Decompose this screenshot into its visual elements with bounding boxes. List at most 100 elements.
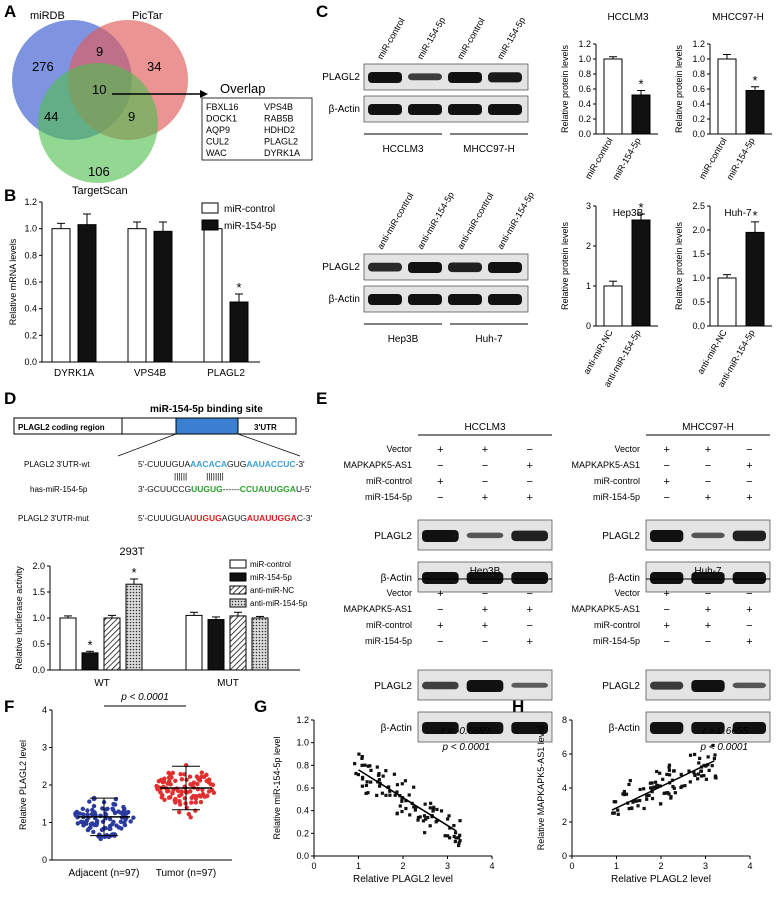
condition-label: miR-154-5p [593,636,640,646]
chart-f: 0 1 2 3 4 Relative PLAGL2 level Adjacent (n=97… [18,692,232,879]
data-point [91,829,96,835]
y-tick-label: 1.0 [32,613,45,623]
condition-sign: + [663,444,669,456]
condition-sign: + [437,588,443,600]
data-point [458,833,462,837]
data-point [642,806,646,811]
data-point [443,834,447,838]
data-point [448,836,452,840]
condition-sign: + [437,476,443,488]
y-tick-label: 0.5 [692,297,705,307]
data-point [199,770,204,775]
data-point [128,819,133,824]
overlap-gene: RAB5B [264,114,294,124]
western-e: HCCLM3 Vector + + − MAPKAPK5-AS1 − − + miR-contro… [343,422,771,743]
band [368,294,402,305]
data-point [404,806,408,811]
data-point [453,831,458,835]
y-tick-label: 0 [42,855,47,865]
bar [251,617,269,671]
data-point [159,795,164,800]
data-point [77,811,82,816]
data-point [434,820,438,824]
y-tick-label: 0.8 [578,69,591,79]
data-point [712,756,717,761]
data-point [418,815,422,819]
condition-sign: − [437,460,443,472]
venn-label-targetscan: TargetScan [72,185,128,197]
blot-row-label: β-Actin [329,104,360,115]
condition-sign: + [482,492,488,504]
venn-count: 9 [96,44,103,59]
blot-row-label: PLAGL2 [374,681,412,692]
sequence-segment: UUGUG [191,484,223,494]
condition-label: miR-154-5p [365,492,412,502]
data-point [408,813,412,817]
data-point [155,784,161,790]
data-point [353,762,357,766]
data-point [667,763,672,767]
data-point [366,791,370,795]
significance-star: * [752,208,757,223]
y-tick-label: 2 [562,817,567,827]
data-point [622,792,627,797]
sequence-segment: 5'-CUUUGUA [138,513,190,523]
bar [81,652,99,671]
y-tick-label: 2.0 [692,225,705,235]
p-value: p < 0.0001 [441,742,490,753]
chart-c4: 0.0 0.5 1.0 1.5 2.0 2.5 Relative protein level… [674,201,772,389]
data-point [111,819,116,825]
data-point [121,806,127,811]
bar [631,219,651,327]
venn-count: 34 [147,59,161,74]
x-tick-label: 1 [356,861,361,871]
band [448,104,482,115]
band [422,722,459,734]
band [732,722,766,734]
data-point [414,805,418,809]
y-tick-label: 1 [586,281,591,291]
bar [207,619,225,671]
band [732,530,766,542]
r-value: r = 0.6655 [703,726,749,737]
data-point [650,796,655,801]
data-point [649,786,653,790]
band [511,572,548,584]
x-tick-label: PLAGL2 [207,368,245,379]
y-tick-label: 1.2 [24,197,37,207]
data-point [697,761,701,765]
data-point [669,795,673,799]
x-tick-label: 3 [445,861,450,871]
venn-circle-targetscan [38,63,158,183]
y-tick-label: 0.8 [692,69,705,79]
data-point [458,839,462,843]
data-point [642,787,646,791]
y-tick-label: 6 [562,749,567,759]
data-point [158,777,164,783]
data-point [85,808,90,813]
data-point [428,824,432,828]
data-point [667,773,672,777]
group-label: HCCLM3 [382,144,424,155]
sequence-segment: ------ [223,484,240,494]
bar [153,230,173,363]
condition-label: miR-154-5p [365,636,412,646]
lane-label: anti-miR-154-5p [415,190,456,251]
bar [229,301,249,363]
band [422,530,459,542]
venn-diagram: miRDB PicTar TargetScan 276 34 106 9 44 … [12,10,313,197]
sequence-segment: AAUACCUC [246,459,295,469]
binding-site-box [175,417,239,435]
condition-sign: + [526,460,532,472]
x-tick-label: Tumor (n=97) [156,868,216,879]
condition-label: Vector [614,444,640,454]
y-tick-label: 1.2 [692,39,705,49]
x-tick-label: 0 [311,861,316,871]
data-point [704,764,708,768]
overlap-gene: CUL2 [206,137,229,147]
condition-label: miR-control [594,620,640,630]
data-point [612,811,616,815]
data-point [88,825,93,830]
data-point [110,806,115,811]
data-point [445,817,450,821]
